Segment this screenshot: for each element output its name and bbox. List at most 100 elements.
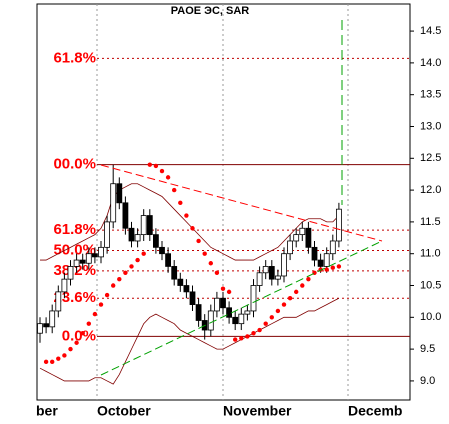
sar-dot	[251, 331, 256, 336]
candle-body	[171, 266, 178, 280]
y-tick-label: 10.0	[420, 311, 441, 323]
y-tick-label: 9.5	[420, 343, 435, 355]
sar-dot	[98, 302, 104, 307]
sar-dot	[208, 261, 213, 266]
y-tick-label: 14.5	[420, 25, 441, 37]
sar-dot	[294, 289, 299, 295]
y-tick-label: 10.5	[420, 279, 441, 291]
band-line	[39, 297, 340, 385]
candle-body	[305, 227, 312, 248]
sar-dot	[275, 308, 281, 314]
candle-body	[140, 215, 147, 236]
candle-body	[110, 183, 117, 223]
candle-body	[43, 323, 49, 328]
candle-body	[92, 253, 98, 258]
candle-body	[122, 202, 129, 229]
sar-dot	[68, 346, 73, 352]
sar-dot	[147, 162, 152, 167]
candle-body	[207, 310, 214, 331]
candle-body	[183, 285, 190, 293]
y-tick-label: 13.5	[420, 89, 441, 101]
candle-body	[299, 227, 306, 236]
candle-body	[146, 215, 153, 236]
y-tick-label: 14.0	[420, 57, 441, 69]
sar-dot	[43, 359, 49, 365]
candle-body	[232, 316, 239, 325]
sar-dot	[153, 163, 159, 169]
candle-body	[195, 304, 202, 321]
fib-level-label: 61.8%	[53, 221, 96, 238]
sar-dot	[111, 283, 116, 288]
sar-dot	[202, 251, 207, 256]
sar-dot	[306, 276, 311, 282]
candle-body	[238, 313, 245, 325]
candle-body	[317, 259, 324, 267]
candle-body	[262, 266, 269, 274]
candle-body	[220, 297, 226, 309]
candle-body	[104, 221, 110, 248]
candle-body	[281, 253, 287, 277]
sar-dot	[300, 283, 305, 288]
candle-body	[116, 183, 123, 204]
x-tick-label: November	[223, 403, 292, 419]
chart-title: PAOE ЭС, SAR	[171, 5, 250, 17]
sar-dot	[141, 251, 146, 256]
y-tick-label: 13.0	[420, 120, 441, 132]
fib-level-label: 50.0%	[53, 241, 96, 258]
sar-dot	[190, 226, 195, 231]
sar-dot	[287, 296, 293, 301]
candle-body	[128, 227, 135, 242]
candle-body	[49, 310, 56, 328]
candle-body	[73, 259, 80, 267]
sar-dot	[159, 168, 165, 174]
candle-body	[287, 240, 294, 255]
y-tick-label: 11.5	[420, 216, 441, 228]
sar-dot	[257, 327, 262, 333]
sar-dot	[281, 302, 287, 307]
sar-dot	[135, 257, 140, 263]
sar-dot	[239, 336, 244, 341]
sar-dot	[50, 359, 55, 365]
y-tick-label: 9.0	[420, 375, 435, 387]
support-trendline	[100, 240, 383, 376]
sar-dot	[80, 331, 85, 336]
candle-body	[311, 246, 318, 261]
x-tick-label: ber	[36, 403, 58, 419]
sar-dot	[92, 311, 98, 317]
candle-body	[323, 253, 330, 267]
y-tick-label: 11.0	[420, 248, 441, 260]
fib-level-label: 0.0%	[62, 327, 96, 344]
candle-body	[152, 234, 159, 248]
sar-dot	[165, 175, 171, 180]
candle-body	[79, 259, 86, 264]
candle-body	[274, 275, 281, 280]
sar-dot	[220, 286, 226, 291]
plot-layer: 9.0 9.5 10.0 10.5 11.0 11.5 12.0 12.5 13.0 13.5 14…	[36, 4, 441, 419]
candle-body	[256, 272, 263, 286]
sar-dot	[74, 340, 79, 345]
sar-dot	[129, 264, 134, 269]
fib-level-label: 00.0%	[53, 156, 96, 173]
sar-dot	[178, 200, 183, 206]
sar-dot	[263, 321, 268, 326]
sar-dot	[214, 270, 220, 275]
sar-dot	[196, 238, 201, 244]
candle-body	[165, 253, 172, 267]
candle-body	[268, 266, 275, 280]
candle-body	[85, 253, 92, 264]
candle-body	[250, 285, 257, 312]
candle-body	[293, 234, 300, 242]
x-tick-label: Decemb	[348, 403, 402, 419]
sar-dot	[172, 187, 177, 193]
candle-body	[244, 310, 251, 315]
sar-dot	[245, 334, 250, 339]
candle-body	[189, 291, 196, 305]
sar-dot	[226, 289, 232, 295]
sar-dot	[123, 270, 128, 275]
candle-body	[335, 208, 342, 242]
x-tick-label: October	[97, 403, 151, 419]
candle-body	[159, 246, 165, 255]
sar-dot	[269, 315, 274, 320]
